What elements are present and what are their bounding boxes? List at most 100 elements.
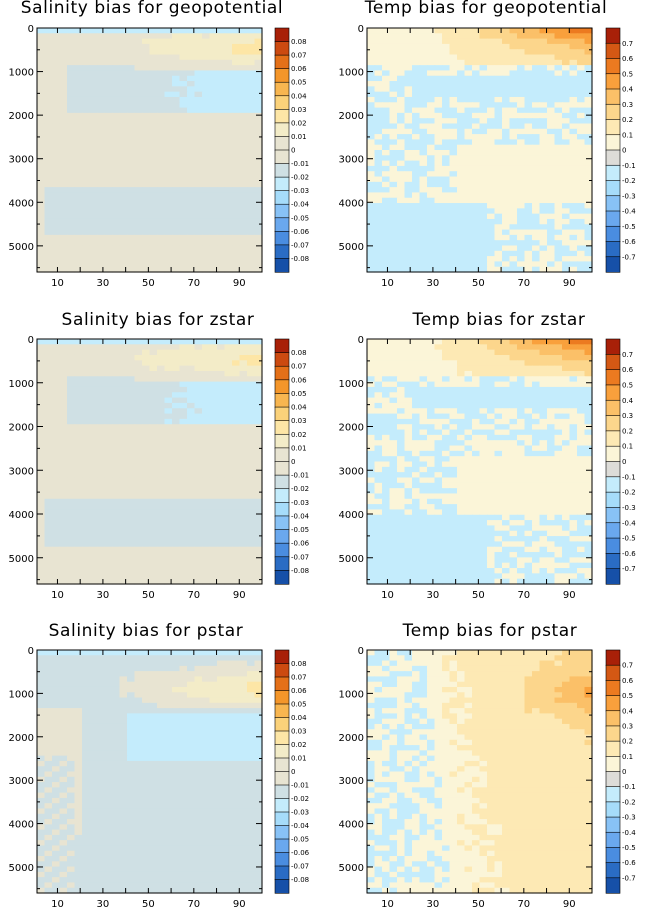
- heatmap-cell: [67, 376, 76, 383]
- heatmap-cell: [59, 33, 68, 40]
- heatmap-cell: [187, 482, 196, 489]
- heatmap-cell: [104, 240, 113, 247]
- heatmap-cell: [367, 365, 376, 372]
- heatmap-cell: [202, 96, 211, 103]
- heatmap-cell: [247, 144, 256, 151]
- heatmap-cell: [502, 118, 511, 125]
- heatmap-cell: [367, 402, 376, 409]
- heatmap-cell: [82, 354, 91, 361]
- heatmap-cell: [389, 402, 398, 409]
- heatmap-cell: [134, 59, 143, 66]
- colorbar-label: 0.04: [291, 92, 307, 100]
- heatmap-cell: [434, 181, 443, 188]
- heatmap-cell: [254, 91, 263, 98]
- heatmap-cell: [569, 339, 578, 345]
- heatmap-cell: [89, 392, 98, 399]
- heatmap-cell: [104, 43, 113, 50]
- heatmap-cell: [254, 509, 263, 516]
- heatmap-cell: [209, 450, 218, 457]
- heatmap-cell: [457, 91, 466, 98]
- heatmap-cell: [209, 514, 218, 521]
- heatmap-cell: [449, 70, 458, 77]
- heatmap-cell: [374, 250, 383, 257]
- heatmap-cell: [89, 349, 98, 356]
- heatmap-cell: [239, 250, 248, 257]
- heatmap-cell: [397, 54, 406, 61]
- heatmap-cell: [569, 165, 578, 172]
- heatmap-cell: [539, 408, 548, 415]
- heatmap-cell: [487, 381, 496, 388]
- heatmap-cell: [502, 434, 511, 441]
- heatmap-cell: [134, 218, 143, 225]
- heatmap-cell: [142, 224, 151, 231]
- heatmap-cell: [202, 203, 211, 209]
- heatmap-cell: [194, 424, 203, 431]
- heatmap-cell: [412, 208, 421, 215]
- heatmap-cell: [472, 424, 481, 431]
- heatmap-cell: [67, 402, 76, 409]
- heatmap-cell: [89, 472, 98, 479]
- heatmap-cell: [577, 155, 586, 162]
- heatmap-cell: [97, 450, 106, 457]
- heatmap-cell: [44, 49, 53, 56]
- heatmap-cell: [209, 107, 218, 114]
- heatmap-cell: [412, 96, 421, 103]
- heatmap-cell: [427, 381, 436, 388]
- heatmap-cell: [404, 128, 413, 135]
- heatmap-cell: [419, 240, 428, 247]
- heatmap-cell: [179, 381, 188, 388]
- heatmap-cell: [37, 75, 46, 82]
- heatmap-cell: [217, 91, 226, 98]
- heatmap-cell: [524, 413, 533, 420]
- heatmap-cell: [389, 213, 398, 220]
- y-tick-label: 2000: [9, 423, 34, 434]
- heatmap-cell: [97, 568, 106, 574]
- heatmap-cell: [82, 525, 91, 532]
- heatmap-cell: [254, 144, 263, 151]
- heatmap-cell: [149, 440, 158, 447]
- heatmap-cell: [44, 339, 53, 345]
- heatmap-cell: [164, 213, 173, 220]
- heatmap-cell: [37, 70, 46, 77]
- heatmap-cell: [119, 256, 128, 262]
- heatmap-cell: [59, 144, 68, 151]
- heatmap-cell: [539, 376, 548, 383]
- heatmap-cell: [149, 38, 158, 45]
- heatmap-cell: [209, 203, 218, 209]
- heatmap-cell: [254, 349, 263, 356]
- heatmap-cell: [209, 213, 218, 220]
- heatmap-cell: [524, 65, 533, 72]
- heatmap-cell: [434, 59, 443, 66]
- heatmap-cell: [127, 245, 136, 252]
- heatmap-cell: [472, 118, 481, 125]
- heatmap-cell: [479, 128, 488, 135]
- heatmap-cell: [37, 397, 46, 404]
- heatmap-cell: [479, 203, 488, 209]
- heatmap-cell: [194, 176, 203, 183]
- heatmap-cell: [187, 112, 196, 119]
- heatmap-cell: [74, 224, 83, 231]
- heatmap-cell: [67, 413, 76, 420]
- heatmap-cell: [517, 165, 526, 172]
- heatmap-cell: [134, 107, 143, 114]
- heatmap-cell: [187, 450, 196, 457]
- heatmap-cell: [584, 43, 593, 50]
- heatmap-cell: [112, 33, 121, 40]
- heatmap-cell: [434, 81, 443, 87]
- heatmap-cell: [254, 472, 263, 479]
- heatmap-cell: [134, 376, 143, 383]
- heatmap-cell: [397, 365, 406, 372]
- heatmap-cell: [44, 107, 53, 114]
- heatmap-cell: [37, 525, 46, 532]
- heatmap-cell: [412, 245, 421, 252]
- heatmap-cell: [89, 160, 98, 167]
- heatmap-cell: [502, 139, 511, 146]
- heatmap-cell: [37, 192, 46, 199]
- heatmap-cell: [82, 139, 91, 146]
- colorbar-label: -0.7: [622, 253, 636, 261]
- heatmap-cell: [442, 49, 451, 56]
- heatmap-cell: [97, 192, 106, 199]
- heatmap-cell: [427, 54, 436, 61]
- heatmap-cell: [554, 424, 563, 431]
- heatmap-cell: [104, 107, 113, 114]
